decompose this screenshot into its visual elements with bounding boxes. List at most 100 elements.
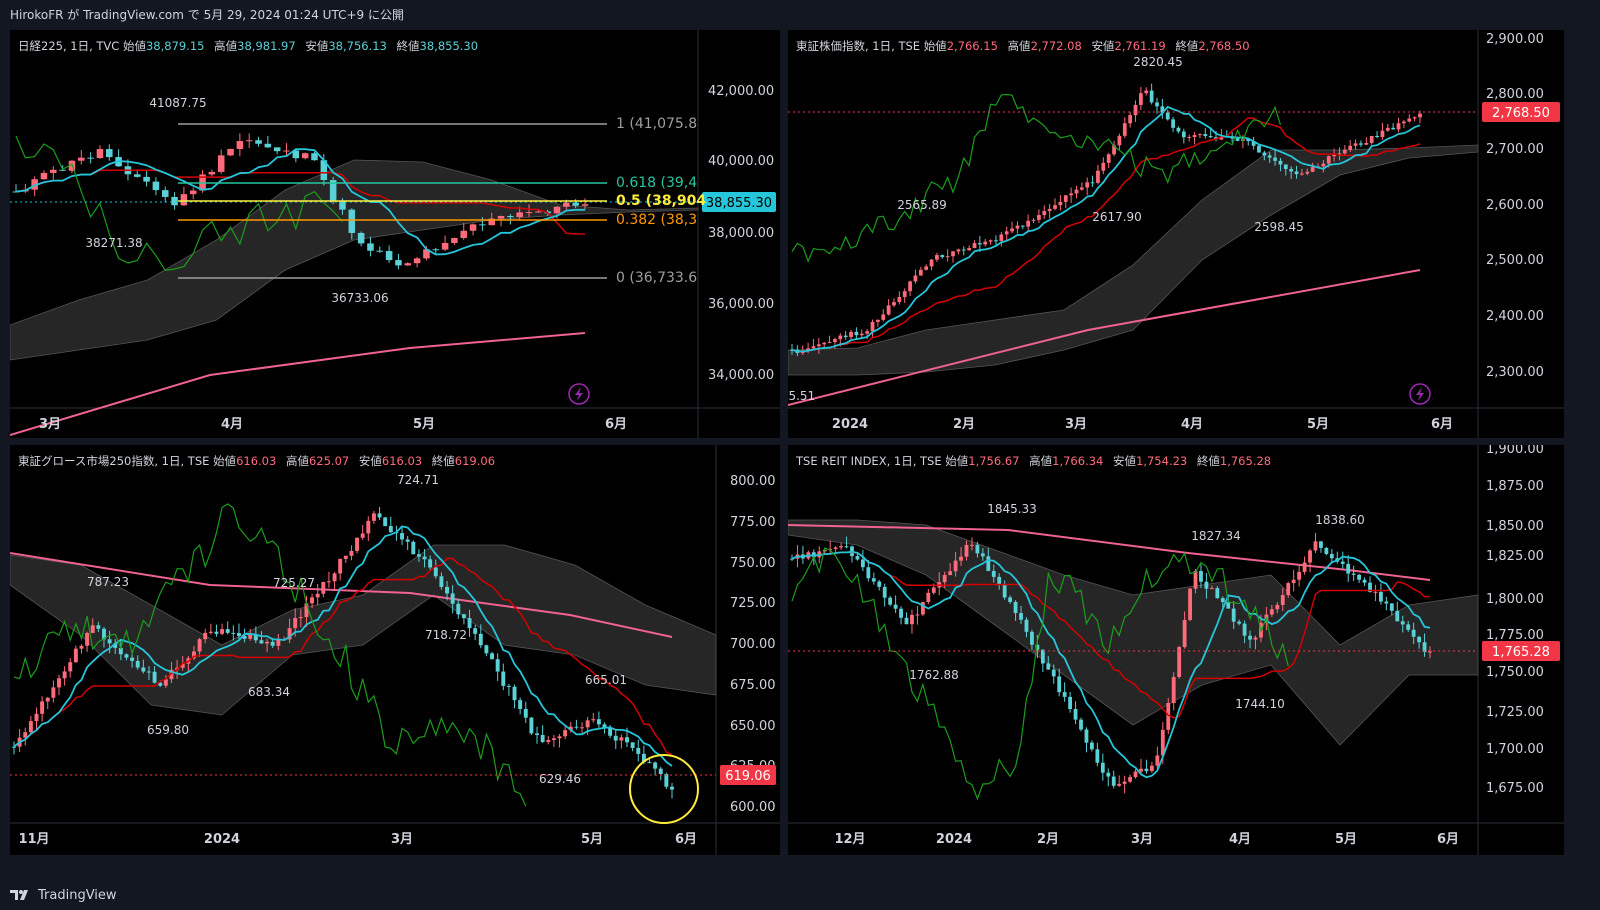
price-axis-tick: 775.00 (730, 515, 776, 530)
candle-body (806, 348, 810, 351)
price-axis-tick: 1,825.00 (1486, 549, 1544, 564)
candle-body (926, 592, 931, 603)
candle-body (301, 153, 309, 159)
candle-body (929, 259, 934, 267)
fib-level-label: 0.382 (38,3 (616, 212, 697, 228)
topix-legend: 東証株価指数, 1日, TSE 始値2,766.15 高値2,772.08 安値… (796, 38, 1256, 54)
candle-body (1294, 171, 1299, 175)
time-axis-tick: 5月 (581, 832, 603, 847)
chart-panel-topix[interactable]: 2,900.00 2,800.00 2,700.00 2,600.00 2,500.00… (788, 30, 1564, 438)
candle-body (1275, 604, 1280, 610)
time-axis-tick: 12月 (834, 832, 865, 847)
candle-body (490, 653, 495, 660)
candle-body (484, 645, 489, 654)
lightning-icon[interactable] (1409, 383, 1431, 405)
candle-body (535, 211, 542, 213)
high-value: 2,772.08 (1030, 39, 1082, 53)
candle-body (664, 774, 669, 787)
candle-body (551, 738, 556, 741)
price-axis-tick: 42,000.00 (708, 84, 774, 99)
candle-body (1002, 584, 1007, 598)
publish-info-bar: HirokoFR が TradingView.com で 5月 29, 2024… (0, 0, 1600, 28)
candle-body (141, 667, 146, 672)
price-annotation: 1827.34 (1191, 529, 1241, 543)
candle-body (1037, 215, 1041, 220)
candle-body (1418, 113, 1422, 118)
price-annotation: 787.23 (87, 575, 129, 589)
nikkei-chart-canvas[interactable]: 42,000.00 40,000.00 38,000.00 36,000.00 34,0… (10, 30, 780, 438)
candle-body (1324, 547, 1329, 555)
candle-body (1165, 112, 1170, 120)
time-axis-tick: 2024 (832, 417, 868, 432)
candle-body (1128, 777, 1132, 782)
candle-body (62, 671, 67, 679)
candle-body (1373, 591, 1378, 593)
candle-body (553, 206, 561, 214)
candle-body (428, 559, 433, 568)
candle-body (1289, 169, 1294, 172)
candle-body (441, 242, 449, 250)
candle-body (349, 550, 354, 556)
candle-body (948, 571, 953, 575)
candle-body (51, 687, 56, 698)
candle-body (1406, 624, 1411, 630)
candle-body (512, 686, 517, 701)
low-label: 安値 (1113, 454, 1137, 468)
candle-body (986, 556, 991, 571)
candle-body (790, 558, 794, 560)
price-axis-tick: 2,900.00 (1486, 32, 1544, 47)
last-price-tag-label: 2,768.50 (1492, 106, 1550, 121)
chart-panel-nikkei[interactable]: 42,000.00 40,000.00 38,000.00 36,000.00 34,0… (10, 30, 780, 438)
candle-body (1079, 719, 1083, 730)
candle-body (1031, 219, 1036, 221)
candle-body (495, 659, 500, 672)
candle-body (1251, 141, 1256, 146)
topix-chart-canvas[interactable]: 2,900.00 2,800.00 2,700.00 2,600.00 2,500.00… (788, 30, 1564, 438)
candle-body (1428, 651, 1432, 653)
candle-body (1192, 135, 1197, 138)
candle-body (908, 281, 912, 292)
reit-chart-canvas[interactable]: 1,900.00 1,875.00 1,850.00 1,825.00 1,800.00… (788, 445, 1564, 855)
chart-panel-reit[interactable]: 1,900.00 1,875.00 1,850.00 1,825.00 1,800.00… (788, 445, 1564, 855)
close-value: 2,768.50 (1198, 39, 1250, 53)
candle-body (882, 586, 887, 598)
time-axis-tick: 3月 (1065, 417, 1087, 432)
candle-body (304, 603, 309, 617)
candle-body (1020, 225, 1025, 227)
candle-body (264, 143, 272, 148)
candle-body (298, 616, 303, 619)
candle-body (1019, 613, 1023, 620)
candle-body (23, 732, 28, 738)
high-value: 1,766.34 (1052, 454, 1104, 468)
candle-body (1155, 102, 1159, 107)
candle-body (310, 597, 315, 604)
candle-body (1269, 609, 1274, 615)
candle-body (320, 160, 328, 181)
candle-body (1400, 621, 1405, 625)
candle-body (68, 662, 73, 672)
candle-body (1215, 588, 1220, 599)
price-annotation: 725.27 (273, 576, 315, 590)
candle-body (273, 147, 281, 152)
candle-body (580, 727, 584, 729)
lightning-icon[interactable] (568, 383, 590, 405)
candle-body (886, 305, 891, 315)
growth250-chart-canvas[interactable]: 800.00 775.00 750.00 725.00 700.00 675.00 650.… (10, 445, 780, 855)
candle-body (1248, 635, 1252, 640)
candle-body (147, 671, 151, 673)
tradingview-logo-icon[interactable] (10, 888, 32, 902)
candle-body (913, 275, 918, 282)
candle-body (1101, 162, 1106, 171)
price-axis-tick: 2,300.00 (1486, 365, 1544, 380)
chart-panel-growth250[interactable]: 800.00 775.00 750.00 725.00 700.00 675.00 650.… (10, 445, 780, 855)
candle-body (1046, 663, 1051, 670)
candle-body (1160, 106, 1165, 113)
candle-body (540, 735, 545, 742)
candle-body (1133, 104, 1138, 116)
open-value: 38,879.15 (145, 39, 205, 53)
candle-body (838, 335, 843, 340)
low-value: 38,756.13 (328, 39, 387, 53)
candle-body (12, 191, 20, 193)
candle-body (143, 176, 150, 182)
candle-body (980, 553, 985, 557)
